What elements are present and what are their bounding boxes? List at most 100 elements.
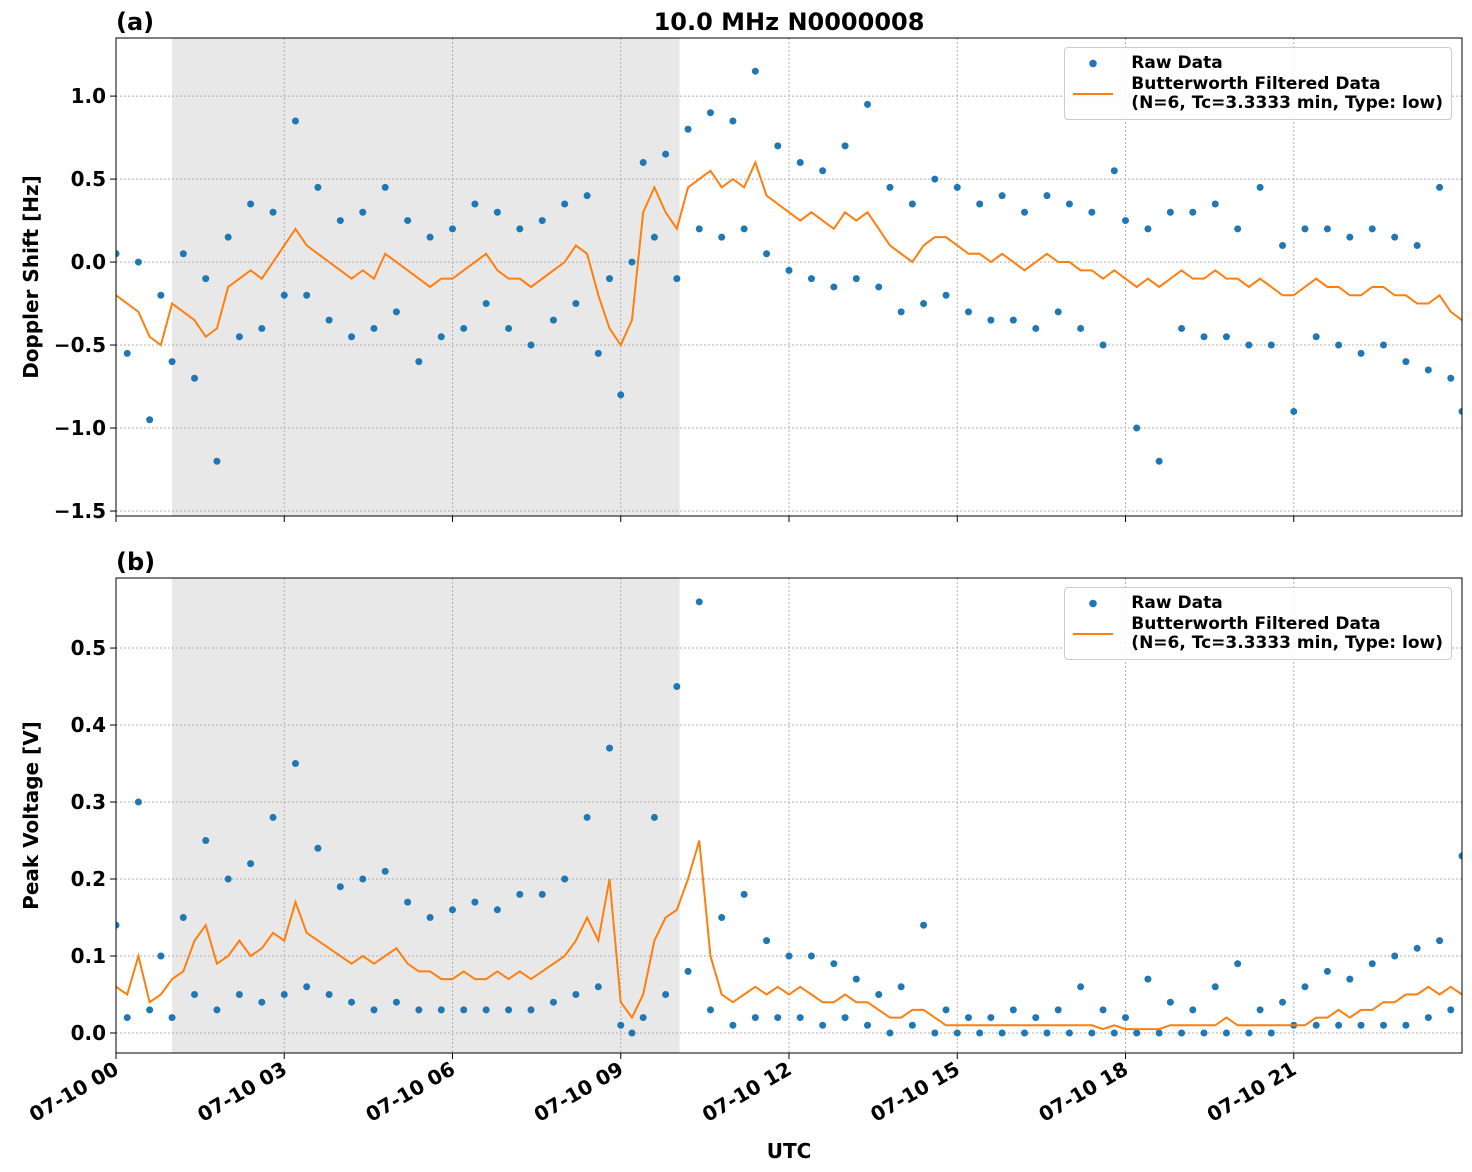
raw-point <box>740 890 748 898</box>
raw-point <box>258 324 266 332</box>
raw-point <box>617 391 625 399</box>
raw-point <box>1447 1006 1455 1014</box>
y-tick-label: −1.5 <box>54 499 106 523</box>
legend-entry: Butterworth Filtered Data (N=6, Tc=3.333… <box>1073 75 1443 113</box>
raw-point <box>123 349 131 357</box>
raw-point <box>303 983 311 991</box>
raw-point <box>1043 192 1051 200</box>
raw-point <box>628 258 636 266</box>
y-tick-label: 0.1 <box>71 944 106 968</box>
raw-point <box>1279 998 1287 1006</box>
raw-point <box>695 598 703 606</box>
raw-point <box>1054 308 1062 316</box>
raw-point <box>639 1014 647 1022</box>
raw-point <box>1155 1029 1163 1037</box>
raw-point <box>964 1014 972 1022</box>
raw-point <box>976 1029 984 1037</box>
raw-point <box>897 308 905 316</box>
raw-point <box>998 1029 1006 1037</box>
raw-point <box>247 200 255 208</box>
shaded-region <box>172 578 680 1053</box>
raw-point <box>561 875 569 883</box>
raw-point <box>549 998 557 1006</box>
x-tick-label: 07-10 12 <box>698 1057 796 1127</box>
raw-point <box>796 1014 804 1022</box>
raw-point <box>146 1006 154 1014</box>
legend-key <box>1073 84 1114 104</box>
raw-point <box>392 308 400 316</box>
legend-label: Butterworth Filtered Data (N=6, Tc=3.333… <box>1131 614 1443 653</box>
raw-point <box>549 316 557 324</box>
raw-point <box>538 890 546 898</box>
raw-point <box>516 890 524 898</box>
raw-point <box>830 960 838 968</box>
raw-point <box>179 914 187 922</box>
y-tick-label: 0.3 <box>71 790 106 814</box>
raw-point <box>116 250 120 258</box>
raw-point <box>191 374 199 382</box>
legend-key <box>1073 54 1114 73</box>
raw-point <box>819 167 827 175</box>
raw-point <box>1368 960 1376 968</box>
raw-point <box>527 341 535 349</box>
raw-point <box>606 275 614 283</box>
raw-point <box>482 300 490 308</box>
raw-point <box>1379 1021 1387 1029</box>
y-tick-label: 0.4 <box>71 713 106 737</box>
legend-entry: Butterworth Filtered Data (N=6, Tc=3.333… <box>1073 615 1443 653</box>
raw-point <box>864 100 872 108</box>
raw-point <box>662 150 670 158</box>
x-tick-label: 07-10 03 <box>193 1057 291 1127</box>
raw-point <box>953 1029 961 1037</box>
raw-point <box>505 1006 513 1014</box>
raw-point <box>920 921 928 929</box>
raw-point <box>1133 424 1141 432</box>
raw-point <box>1021 1029 1029 1037</box>
raw-point <box>426 914 434 922</box>
raw-point <box>1189 1006 1197 1014</box>
raw-point <box>314 183 322 191</box>
raw-point <box>1099 341 1107 349</box>
raw-point <box>931 175 939 183</box>
x-tick-label: 07-10 00 <box>25 1057 123 1127</box>
raw-point <box>684 967 692 975</box>
raw-point <box>370 324 378 332</box>
raw-point <box>1009 316 1017 324</box>
raw-point <box>1245 1029 1253 1037</box>
raw-point <box>449 906 456 914</box>
raw-point <box>1043 1029 1051 1037</box>
raw-point <box>751 67 759 75</box>
raw-point <box>583 813 591 821</box>
raw-point <box>1335 1021 1343 1029</box>
raw-point <box>1267 1029 1275 1037</box>
raw-point <box>1099 1006 1107 1014</box>
raw-point <box>336 883 344 891</box>
raw-point <box>774 142 782 150</box>
raw-point <box>415 1006 423 1014</box>
raw-point <box>527 1006 535 1014</box>
raw-point <box>1077 983 1085 991</box>
raw-point <box>953 183 961 191</box>
raw-point <box>1357 349 1365 357</box>
raw-point <box>1155 457 1163 465</box>
raw-point <box>987 1014 995 1022</box>
raw-point <box>460 324 468 332</box>
legend-entry: Raw Data <box>1073 54 1443 73</box>
x-tick-label: 07-10 15 <box>866 1057 964 1127</box>
raw-point <box>191 990 199 998</box>
y-tick-label: −0.5 <box>54 333 106 357</box>
axes-frame <box>115 577 1463 1054</box>
raw-point <box>1144 975 1152 983</box>
raw-point <box>852 975 860 983</box>
raw-point <box>684 125 692 133</box>
raw-point <box>1413 944 1421 952</box>
raw-point <box>1222 1029 1230 1037</box>
raw-point <box>157 291 165 299</box>
raw-point <box>1032 324 1040 332</box>
x-tick-label: 07-10 21 <box>1203 1057 1301 1127</box>
raw-point <box>404 898 412 906</box>
raw-point <box>291 760 299 768</box>
raw-point <box>1122 1014 1129 1022</box>
raw-point <box>942 1006 950 1014</box>
raw-point <box>1065 200 1073 208</box>
